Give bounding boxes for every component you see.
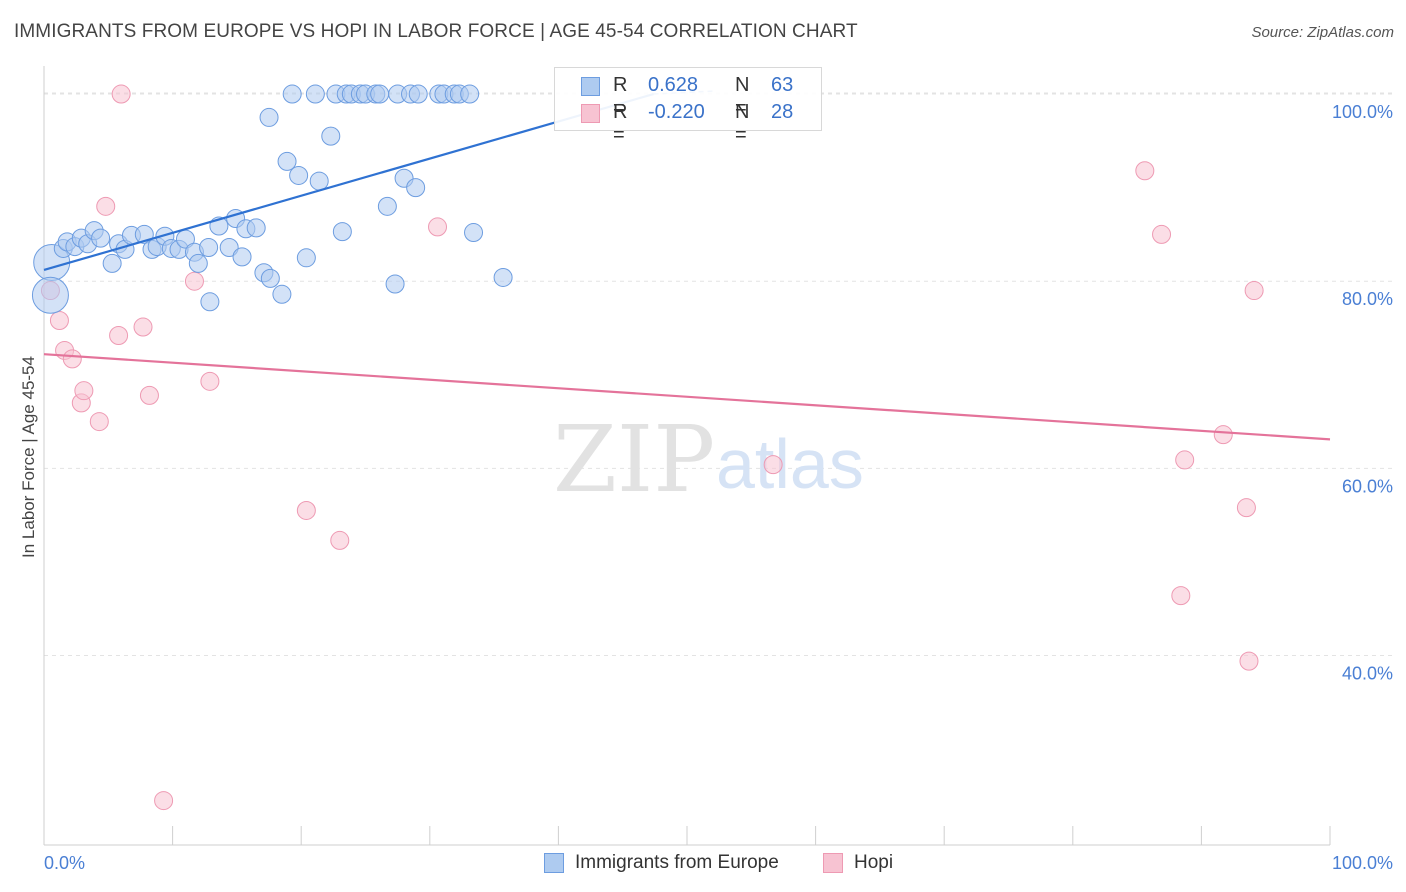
data-point bbox=[188, 253, 208, 273]
data-point bbox=[277, 151, 297, 171]
data-point bbox=[493, 267, 513, 287]
legend-r-label: R = bbox=[613, 74, 628, 119]
data-point bbox=[259, 107, 279, 127]
data-point bbox=[232, 247, 252, 267]
series-europe-points bbox=[31, 84, 513, 314]
y-tick-label: 100.0% bbox=[1332, 102, 1393, 122]
data-point bbox=[1175, 450, 1195, 470]
legend-r-label: R = bbox=[613, 101, 628, 146]
chart-title: IMMIGRANTS FROM EUROPE VS HOPI IN LABOR … bbox=[14, 21, 858, 42]
legend-n-label: N = bbox=[735, 101, 750, 146]
data-point bbox=[408, 84, 428, 104]
watermark-zip: ZIP bbox=[553, 406, 715, 513]
data-point bbox=[296, 500, 316, 520]
data-point bbox=[1213, 425, 1233, 445]
data-point bbox=[89, 412, 109, 432]
data-point bbox=[272, 284, 292, 304]
source-credit: Source: ZipAtlas.com bbox=[1251, 24, 1394, 41]
data-point bbox=[91, 228, 111, 248]
data-point bbox=[96, 196, 116, 216]
data-point bbox=[309, 171, 329, 191]
axes bbox=[43, 66, 1331, 846]
trend-lines bbox=[43, 90, 1331, 441]
x-tick-label-max: 100.0% bbox=[1332, 853, 1393, 873]
data-point bbox=[62, 349, 82, 369]
watermark-atlas: atlas bbox=[716, 425, 864, 503]
legend-n-value: 63 bbox=[771, 74, 794, 96]
data-point bbox=[260, 268, 280, 288]
series-legend-swatch-europe bbox=[544, 853, 564, 873]
data-point bbox=[1244, 281, 1264, 301]
legend-r-value: 0.628 bbox=[648, 74, 699, 96]
data-point bbox=[460, 84, 480, 104]
data-point bbox=[200, 371, 220, 391]
data-point bbox=[139, 385, 159, 405]
data-point bbox=[49, 311, 69, 331]
legend-swatch-europe bbox=[581, 77, 600, 96]
data-point bbox=[330, 530, 350, 550]
data-point bbox=[305, 84, 325, 104]
x-tick-labels: 0.0% 100.0% bbox=[44, 853, 1393, 873]
data-point bbox=[111, 84, 131, 104]
data-point bbox=[154, 791, 174, 811]
data-point bbox=[406, 178, 426, 198]
data-point bbox=[133, 317, 153, 337]
data-point bbox=[74, 381, 94, 401]
data-point bbox=[184, 271, 204, 291]
trend-line-hopi bbox=[43, 353, 1331, 441]
data-point bbox=[246, 218, 266, 238]
y-tick-label: 40.0% bbox=[1342, 664, 1393, 684]
series-legend-swatch-hopi bbox=[823, 853, 843, 873]
x-tick-label-min: 0.0% bbox=[44, 853, 85, 873]
legend-n-value: 28 bbox=[771, 101, 794, 123]
y-tick-label: 80.0% bbox=[1342, 289, 1393, 309]
data-point bbox=[102, 253, 122, 273]
data-point bbox=[109, 325, 129, 345]
data-point bbox=[321, 126, 341, 146]
gridlines bbox=[44, 92, 1392, 657]
data-point bbox=[199, 238, 219, 258]
legend-swatch-hopi bbox=[581, 104, 600, 123]
data-point bbox=[385, 274, 405, 294]
data-point bbox=[31, 276, 69, 314]
data-point bbox=[1171, 586, 1191, 606]
data-point bbox=[282, 84, 302, 104]
data-point bbox=[200, 292, 220, 312]
watermark: ZIP atlas bbox=[553, 406, 864, 513]
series-legend-label-hopi: Hopi bbox=[854, 852, 894, 873]
data-point bbox=[763, 455, 783, 475]
data-point bbox=[377, 196, 397, 216]
data-point bbox=[289, 165, 309, 185]
data-point bbox=[1236, 498, 1256, 518]
data-point bbox=[1152, 224, 1172, 244]
data-point bbox=[1135, 161, 1155, 181]
stats-legend: R = 0.628 N = 63 R = -0.220 N = 28 bbox=[554, 67, 822, 146]
data-point bbox=[219, 238, 239, 258]
y-tick-label: 60.0% bbox=[1342, 476, 1393, 496]
legend-r-value: -0.220 bbox=[648, 101, 705, 123]
data-point bbox=[332, 222, 352, 242]
data-point bbox=[1239, 651, 1259, 671]
trend-line-europe bbox=[43, 92, 654, 272]
series-legend-label-europe: Immigrants from Europe bbox=[575, 852, 779, 873]
data-point bbox=[428, 217, 448, 237]
y-tick-labels: 40.0% 60.0% 80.0% 100.0% bbox=[1332, 102, 1393, 683]
series-legend: Immigrants from Europe Hopi bbox=[0, 852, 1406, 878]
data-point bbox=[370, 84, 390, 104]
legend-n-label: N = bbox=[735, 74, 750, 119]
data-point bbox=[296, 248, 316, 268]
data-point bbox=[464, 223, 484, 243]
